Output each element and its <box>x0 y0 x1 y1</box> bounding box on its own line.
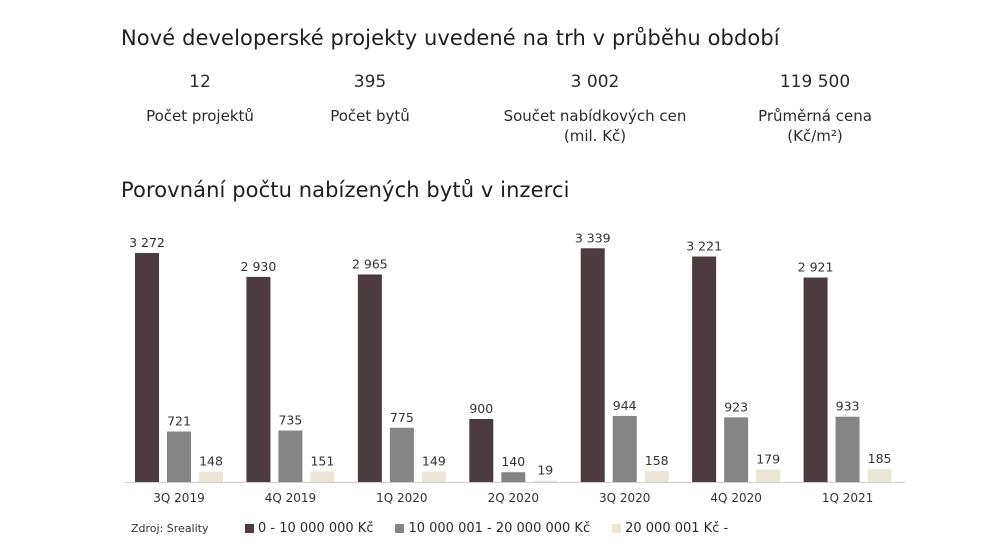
stat-label-line1: Součet nabídkových cen <box>503 107 687 125</box>
bar <box>421 471 446 482</box>
bar <box>867 469 892 482</box>
bar <box>612 415 637 482</box>
stat-label: Počet projektů <box>146 107 254 125</box>
stat-projects: 12 Počet projektů <box>120 72 280 126</box>
x-tick-label: 1Q 2021 <box>822 491 873 505</box>
data-label: 900 <box>469 401 493 416</box>
x-tick-label: 3Q 2020 <box>599 491 650 505</box>
stat-value: 395 <box>353 72 387 92</box>
legend-swatch <box>245 524 254 533</box>
legend-item: 0 - 10 000 000 Kč <box>245 521 373 536</box>
bar <box>803 277 828 482</box>
stat-label: Počet bytů <box>330 107 410 125</box>
data-label: 140 <box>501 454 525 469</box>
bar <box>199 471 223 482</box>
legend-label: 20 000 001 Kč - <box>625 521 729 536</box>
data-label: 3 339 <box>575 230 611 245</box>
data-label: 151 <box>310 453 334 468</box>
bar <box>357 274 382 482</box>
bar <box>167 431 191 482</box>
data-label: 158 <box>645 453 669 468</box>
bar <box>278 430 303 482</box>
data-label: 148 <box>199 454 223 469</box>
legend-label: 0 - 10 000 000 Kč <box>258 521 374 536</box>
bar <box>135 252 159 482</box>
bar <box>835 416 860 482</box>
chart-title: Porovnání počtu nabízených bytů v inzerc… <box>121 178 570 202</box>
data-label: 944 <box>613 398 637 413</box>
data-label: 775 <box>390 410 414 425</box>
data-label: 185 <box>868 451 892 466</box>
stat-price-sum: 3 002 Součet nabídkových cen (mil. Kč) <box>470 72 720 146</box>
source-note: Zdroj: Sreality <box>131 522 209 535</box>
bar <box>580 248 605 482</box>
bar <box>756 469 781 482</box>
stat-label: Průměrná cena (Kč/m²) <box>730 106 900 146</box>
bar <box>469 419 494 482</box>
stat-label-line2: (mil. Kč) <box>563 127 627 145</box>
data-label: 2 965 <box>352 256 388 271</box>
page-title: Nové developerské projekty uvedené na tr… <box>121 26 780 50</box>
data-label: 3 272 <box>129 235 165 250</box>
bar <box>533 480 558 482</box>
bar <box>389 427 414 482</box>
bar <box>724 417 749 482</box>
stat-value: 12 <box>189 72 211 92</box>
x-tick-label: 2Q 2020 <box>488 491 539 505</box>
bar <box>644 470 669 482</box>
data-label: 2 921 <box>798 260 834 275</box>
stat-value: 119 500 <box>779 72 851 92</box>
stat-value: 3 002 <box>570 72 620 92</box>
bar <box>246 276 271 482</box>
data-label: 19 <box>537 463 553 478</box>
stat-flats: 395 Počet bytů <box>290 72 450 126</box>
chart-legend: 0 - 10 000 000 Kč 10 000 001 - 20 000 00… <box>245 521 750 536</box>
bar <box>501 472 526 482</box>
data-label: 2 930 <box>241 259 277 274</box>
stat-label-line2: (Kč/m²) <box>787 127 843 145</box>
legend-swatch <box>395 524 405 533</box>
x-tick-label: 4Q 2020 <box>710 491 761 505</box>
legend-label: 10 000 001 - 20 000 000 Kč <box>408 521 591 536</box>
x-tick-label: 1Q 2020 <box>376 491 427 505</box>
bar <box>310 471 335 482</box>
data-label: 933 <box>836 399 860 414</box>
data-label: 923 <box>724 399 748 414</box>
legend-item: 10 000 001 - 20 000 000 Kč <box>395 521 590 536</box>
bar <box>692 256 717 482</box>
legend-swatch <box>612 524 622 533</box>
x-tick-label: 4Q 2019 <box>265 491 316 505</box>
legend-item: 20 000 001 Kč - <box>612 521 728 536</box>
data-label: 149 <box>422 454 446 469</box>
stat-label: Součet nabídkových cen (mil. Kč) <box>470 106 720 146</box>
x-tick-label: 3Q 2019 <box>153 491 204 505</box>
data-label: 3 221 <box>686 239 722 254</box>
stat-label-line1: Průměrná cena <box>758 107 872 125</box>
data-label: 735 <box>278 413 302 428</box>
stat-avg-price: 119 500 Průměrná cena (Kč/m²) <box>730 72 900 146</box>
data-label: 179 <box>756 451 780 466</box>
data-label: 721 <box>167 414 191 429</box>
